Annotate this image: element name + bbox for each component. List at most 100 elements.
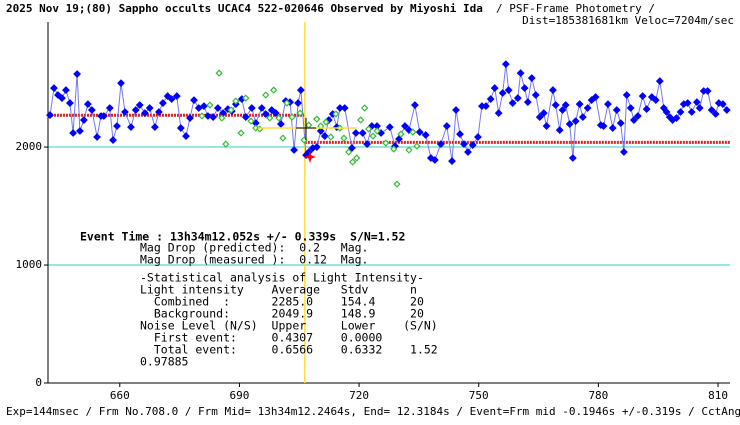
- data-point: [305, 121, 313, 129]
- data-point: [117, 79, 125, 88]
- stats-line: Noise Level (N/S) Upper Lower (S/N): [140, 319, 438, 333]
- data-point: [213, 104, 222, 112]
- data-point: [247, 104, 256, 112]
- data-point: [262, 91, 270, 99]
- data-point: [176, 124, 185, 132]
- chart-subtitle: / PSF-Frame Photometry /: [496, 2, 655, 15]
- data-point: [294, 99, 302, 107]
- data-point: [83, 100, 92, 109]
- chart-subtitle: Dist=185381681km Veloc=7204m/sec: [522, 14, 734, 27]
- data-point: [490, 84, 499, 92]
- stats-line: Background: 2049.9 148.9 20: [140, 307, 424, 321]
- data-point: [612, 106, 621, 114]
- data-point: [397, 130, 405, 138]
- data-point: [79, 116, 88, 124]
- data-point: [672, 114, 681, 122]
- chart-title: 2025 Nov 19;(80) Sappho occults UCAC4 52…: [6, 2, 483, 15]
- data-point: [363, 140, 371, 149]
- data-point: [320, 132, 329, 140]
- data-point: [99, 112, 108, 120]
- data-point: [415, 128, 424, 136]
- data-point: [482, 102, 490, 111]
- data-point: [66, 99, 74, 107]
- data-point: [513, 94, 522, 103]
- data-point: [411, 101, 419, 109]
- stats-line: Light intensity Average Stdv n: [140, 283, 417, 297]
- data-point: [109, 136, 117, 144]
- data-point: [571, 117, 580, 126]
- data-point: [405, 146, 413, 154]
- data-point: [527, 74, 536, 82]
- data-point: [551, 101, 560, 109]
- data-point: [413, 142, 421, 150]
- data-point: [209, 113, 218, 121]
- data-point: [565, 120, 574, 128]
- data-point: [373, 127, 381, 135]
- data-point: [167, 95, 176, 103]
- data-point: [127, 123, 135, 132]
- data-point: [87, 106, 96, 114]
- data-point: [351, 129, 360, 137]
- stats-line: Mag Drop (measured ): 0.12 Mag.: [140, 253, 368, 267]
- footer: Exp=144msec / Frm No.708.0 / Frm Mid= 13…: [6, 405, 740, 418]
- data-point: [687, 108, 696, 116]
- data-point: [327, 133, 335, 141]
- data-point: [271, 109, 280, 117]
- data-point: [539, 109, 548, 117]
- y-tick-label: 1000: [16, 258, 43, 271]
- data-point: [340, 134, 348, 142]
- data-point: [504, 86, 513, 94]
- data-point: [172, 92, 181, 100]
- x-tick-label: 660: [110, 389, 130, 402]
- data-point: [237, 129, 245, 137]
- stats-line: -Statistical analysis of Light Intensity…: [140, 271, 424, 285]
- data-point: [247, 117, 255, 125]
- stats-line: Combined : 2285.0 154.4 20: [140, 295, 424, 309]
- data-point: [385, 123, 394, 132]
- x-tick-label: 810: [708, 389, 728, 402]
- data-point: [608, 124, 617, 132]
- data-point: [198, 112, 206, 120]
- data-point: [215, 69, 223, 77]
- data-point: [296, 109, 304, 117]
- data-point: [516, 69, 525, 77]
- data-point: [468, 141, 477, 149]
- data-point: [390, 145, 398, 153]
- data-point: [638, 92, 647, 100]
- data-point: [154, 108, 163, 116]
- data-point: [270, 86, 278, 94]
- data-point: [722, 106, 731, 114]
- data-point: [182, 132, 190, 140]
- data-point: [642, 105, 651, 113]
- data-point: [655, 77, 664, 86]
- data-point: [442, 122, 451, 130]
- data-point: [340, 104, 349, 112]
- y-tick-label: 2000: [16, 140, 43, 153]
- data-point: [279, 134, 287, 142]
- data-point: [242, 94, 250, 102]
- data-point: [257, 104, 266, 112]
- data-point: [555, 126, 564, 134]
- data-point: [568, 154, 577, 162]
- data-point: [322, 118, 330, 126]
- data-point: [452, 106, 460, 114]
- data-point: [575, 100, 584, 109]
- data-point: [288, 113, 296, 121]
- data-point: [464, 148, 472, 156]
- data-point: [266, 114, 274, 122]
- data-point: [135, 101, 144, 109]
- data-point: [692, 98, 701, 107]
- data-point: [206, 101, 214, 109]
- star: [304, 151, 316, 163]
- data-point: [218, 114, 226, 122]
- data-point: [683, 99, 692, 107]
- data-point: [695, 104, 704, 112]
- data-point: [599, 122, 608, 130]
- data-point: [498, 89, 507, 97]
- data-point: [58, 94, 66, 103]
- stats-line: Mag Drop (predicted): 0.2 Mag.: [140, 241, 368, 255]
- data-point: [711, 110, 720, 118]
- data-point: [73, 70, 82, 78]
- stats-line: Total event: 0.6566 0.6332 1.52: [140, 343, 438, 357]
- data-point: [616, 119, 625, 128]
